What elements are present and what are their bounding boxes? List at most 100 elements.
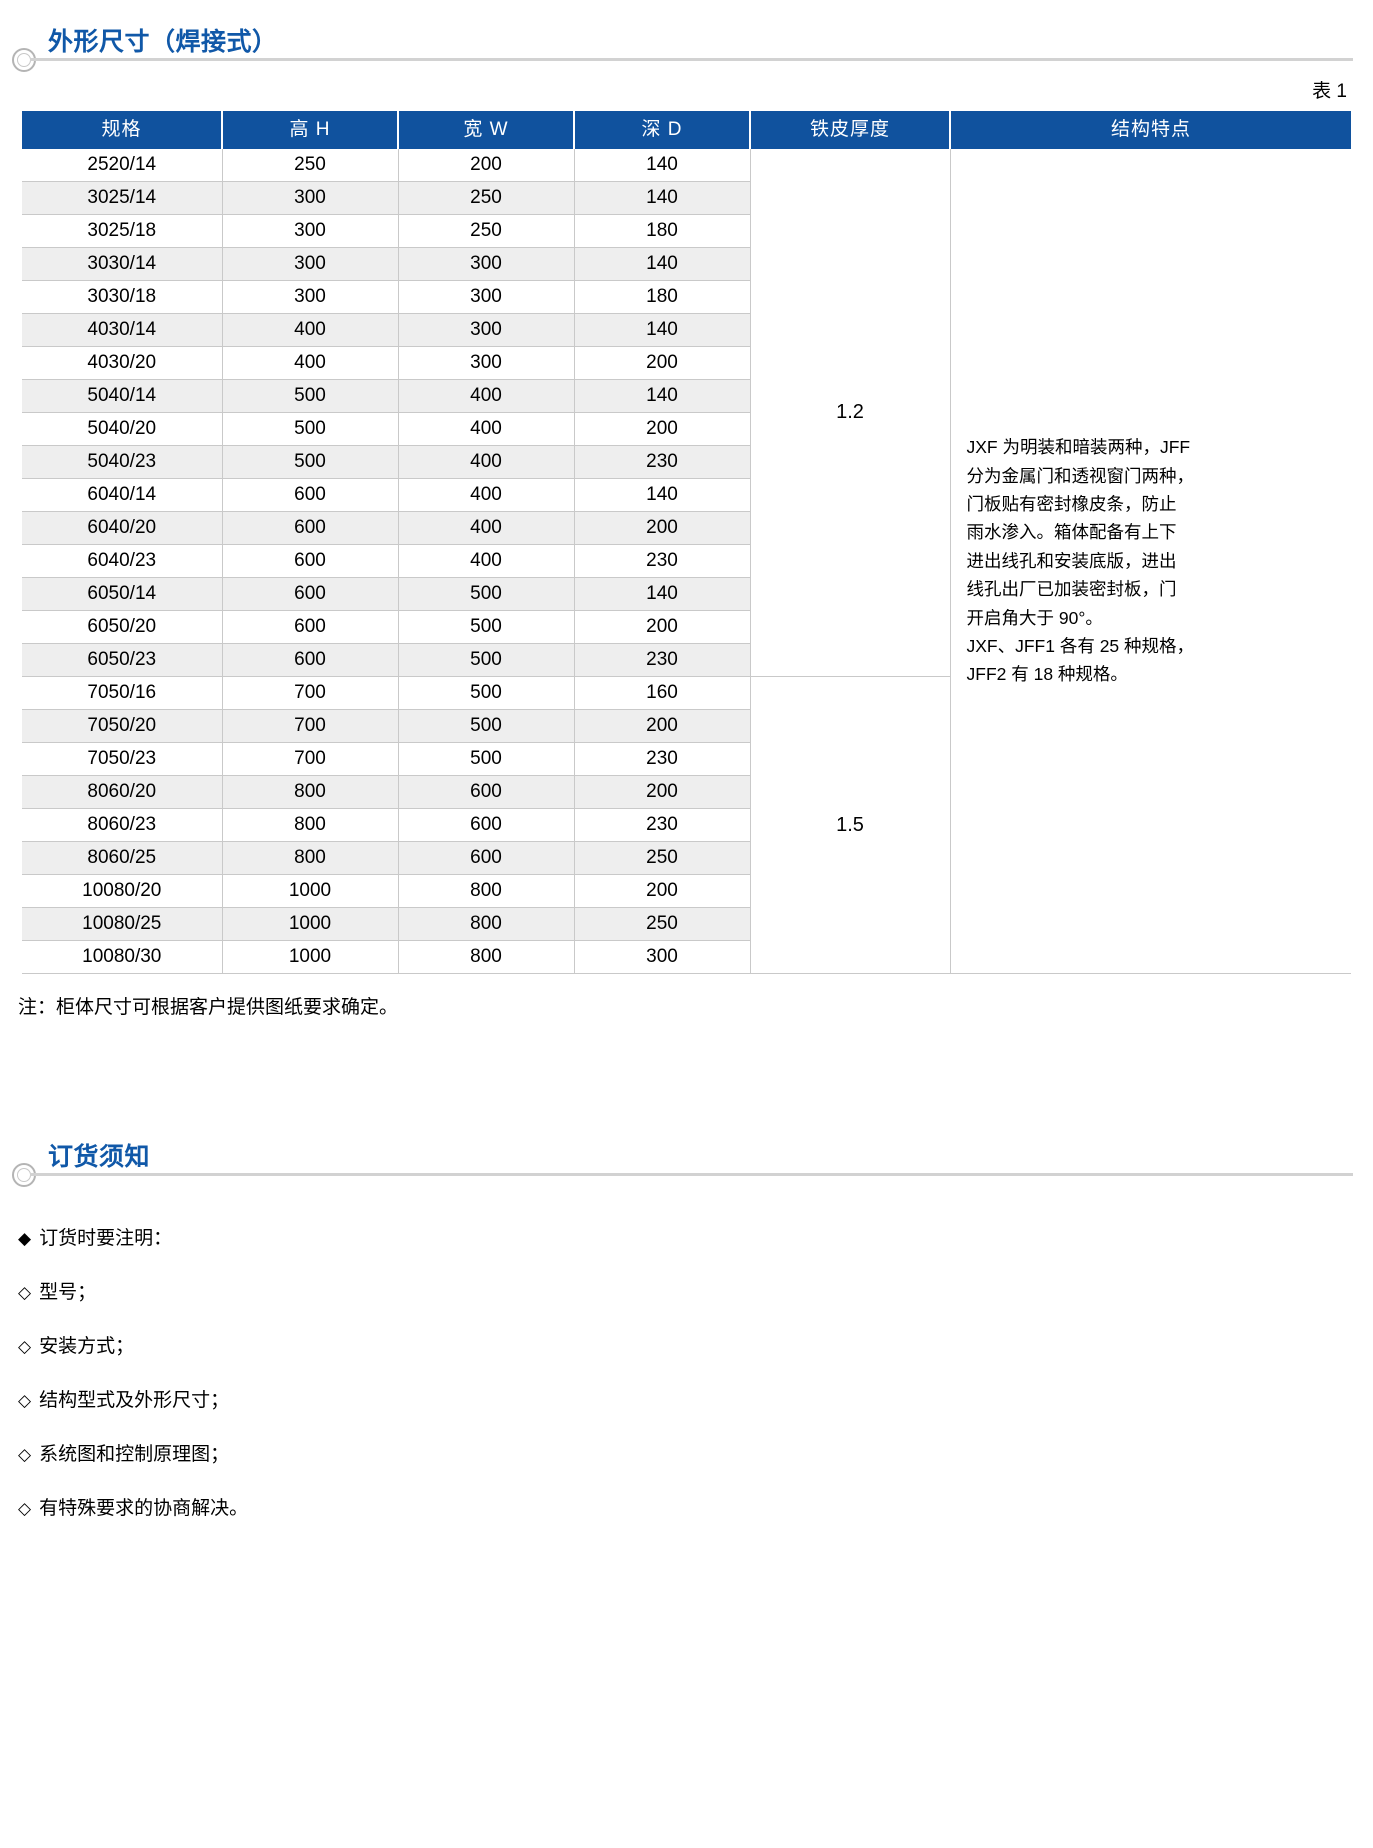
cell-spec: 4030/20 — [22, 346, 223, 380]
hollow-diamond-icon: ◇ — [18, 1499, 32, 1518]
cell-h: 400 — [222, 346, 399, 380]
cell-d: 140 — [574, 313, 751, 347]
list-item: ◇ 安装方式； — [18, 1331, 1373, 1358]
list-item-label: 型号； — [39, 1282, 97, 1303]
cell-d: 140 — [574, 181, 751, 215]
cell-h: 300 — [222, 214, 399, 248]
cell-w: 600 — [398, 775, 575, 809]
table-row: 5040/14 500 400 140 — [22, 379, 1351, 413]
cell-w: 500 — [398, 676, 575, 710]
hollow-diamond-icon: ◇ — [18, 1283, 32, 1302]
cell-thickness: 1.5 — [750, 676, 951, 974]
cell-spec: 8060/20 — [22, 775, 223, 809]
list-item-label: 系统图和控制原理图； — [39, 1444, 230, 1465]
ring-marker-icon — [12, 1163, 36, 1187]
cell-w: 300 — [398, 313, 575, 347]
cell-d: 200 — [574, 775, 751, 809]
table-row: 2520/14 250 200 140 1.2 JXF 为明装和暗装两种，JFF 分为金属… — [22, 149, 1351, 974]
cell-w: 600 — [398, 841, 575, 875]
cell-spec: 7050/16 — [22, 676, 223, 710]
cell-h: 600 — [222, 643, 399, 677]
cell-w: 500 — [398, 577, 575, 611]
list-item-label: 订货时要注明： — [39, 1228, 173, 1249]
cell-spec: 6040/14 — [22, 478, 223, 512]
cell-spec: 6040/23 — [22, 544, 223, 578]
cell-w: 250 — [398, 214, 575, 248]
cell-d: 160 — [574, 676, 751, 710]
spec-table-container: 规格 高 H 宽 W 深 D 铁皮厚度 结构特点 2520/14 250 200 14… — [0, 111, 1373, 974]
page-title: 外形尺寸（焊接式） — [48, 28, 278, 56]
cell-d: 250 — [574, 841, 751, 875]
table-row: 6050/20 600 500 200 — [22, 610, 1351, 644]
cell-d: 140 — [574, 247, 751, 281]
cell-d: 200 — [574, 346, 751, 380]
cell-structure-features: JXF 为明装和暗装两种，JFF 分为金属门和透视窗门两种， 门板贴有密封橡皮条… — [950, 149, 1351, 974]
cell-spec: 5040/14 — [22, 379, 223, 413]
cell-w: 500 — [398, 742, 575, 776]
list-item: ◇ 型号； — [18, 1277, 1373, 1304]
cell-w: 600 — [398, 808, 575, 842]
cell-spec: 10080/25 — [22, 907, 223, 941]
cell-w: 250 — [398, 181, 575, 215]
list-item-label: 安装方式； — [39, 1336, 135, 1357]
cell-w: 300 — [398, 346, 575, 380]
section-header-dimensions: 外形尺寸（焊接式） — [0, 0, 1373, 72]
cell-w: 300 — [398, 280, 575, 314]
cell-h: 300 — [222, 280, 399, 314]
cell-spec: 2520/14 — [22, 149, 223, 182]
table-row: 6050/14 600 500 140 — [22, 577, 1351, 611]
list-item: ◇ 系统图和控制原理图； — [18, 1439, 1373, 1466]
table-row: 5040/20 500 400 200 — [22, 412, 1351, 446]
cell-h: 800 — [222, 775, 399, 809]
table-row: 8060/25 800 600 250 — [22, 841, 1351, 875]
cell-d: 250 — [574, 907, 751, 941]
cell-spec: 7050/23 — [22, 742, 223, 776]
cell-h: 600 — [222, 478, 399, 512]
cell-h: 800 — [222, 841, 399, 875]
cell-d: 300 — [574, 940, 751, 974]
cell-d: 140 — [574, 577, 751, 611]
cell-w: 400 — [398, 511, 575, 545]
table-body: 2520/14 250 200 140 1.2 JXF 为明装和暗装两种，JFF 分为金属… — [22, 149, 1351, 974]
hollow-diamond-icon: ◇ — [18, 1445, 32, 1464]
cell-h: 500 — [222, 412, 399, 446]
filled-diamond-icon: ◆ — [18, 1229, 32, 1248]
cell-w: 500 — [398, 709, 575, 743]
cell-d: 200 — [574, 511, 751, 545]
order-notice-list: ◆ 订货时要注明： ◇ 型号； ◇ 安装方式； ◇ 结构型式及外形尺寸； ◇ 系统图和控制原理图；… — [0, 1223, 1373, 1520]
cell-d: 140 — [574, 379, 751, 413]
cell-w: 400 — [398, 445, 575, 479]
cell-h: 600 — [222, 511, 399, 545]
cell-spec: 3030/14 — [22, 247, 223, 281]
hollow-diamond-icon: ◇ — [18, 1391, 32, 1410]
table-row: 10080/20 1000 800 200 — [22, 874, 1351, 908]
cell-w: 200 — [398, 149, 575, 182]
header-divider — [30, 1173, 1353, 1176]
cell-spec: 6040/20 — [22, 511, 223, 545]
table-row: 6040/14 600 400 140 — [22, 478, 1351, 512]
cell-w: 500 — [398, 610, 575, 644]
cell-h: 400 — [222, 313, 399, 347]
cell-d: 140 — [574, 149, 751, 182]
cell-d: 200 — [574, 874, 751, 908]
table-row: 3030/18 300 300 180 — [22, 280, 1351, 314]
cell-h: 600 — [222, 577, 399, 611]
cell-spec: 6050/14 — [22, 577, 223, 611]
list-item: ◇ 有特殊要求的协商解决。 — [18, 1493, 1373, 1520]
col-header-features: 结构特点 — [950, 111, 1351, 149]
cell-d: 230 — [574, 544, 751, 578]
cell-d: 230 — [574, 445, 751, 479]
table-row: 7050/16 700 500 160 1.5 — [22, 676, 1351, 974]
table-header-row: 规格 高 H 宽 W 深 D 铁皮厚度 结构特点 — [22, 111, 1351, 149]
structure-features-text: JXF 为明装和暗装两种，JFF 分为金属门和透视窗门两种， 门板贴有密封橡皮条… — [966, 437, 1195, 685]
cell-h: 700 — [222, 676, 399, 710]
cell-spec: 5040/20 — [22, 412, 223, 446]
cell-spec: 7050/20 — [22, 709, 223, 743]
cell-d: 180 — [574, 214, 751, 248]
cell-h: 700 — [222, 709, 399, 743]
cell-spec: 6050/23 — [22, 643, 223, 677]
cell-spec: 3025/18 — [22, 214, 223, 248]
table-row: 6040/20 600 400 200 — [22, 511, 1351, 545]
cell-d: 140 — [574, 478, 751, 512]
list-item-label: 结构型式及外形尺寸； — [39, 1390, 230, 1411]
